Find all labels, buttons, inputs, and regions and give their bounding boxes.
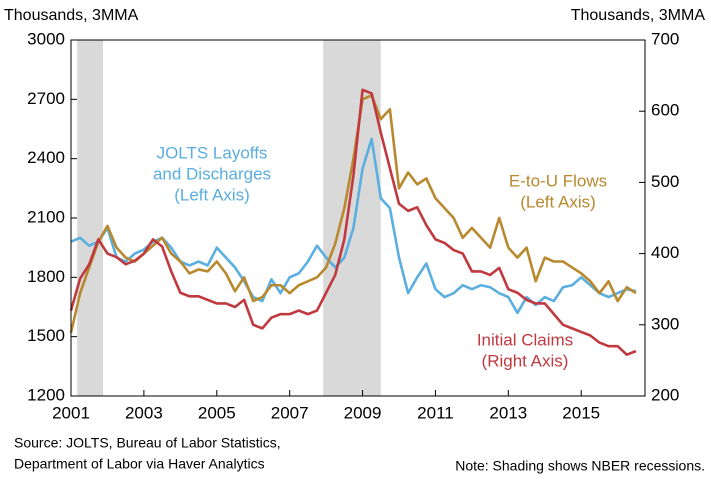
- y2-tick-label: 600: [651, 101, 679, 120]
- plot-frame: [70, 39, 646, 397]
- x-tick-label: 2003: [125, 403, 163, 422]
- x-tick-label: 2005: [198, 403, 236, 422]
- x-tick-label: 2007: [271, 403, 309, 422]
- y-tick-label: 2100: [27, 207, 65, 226]
- x-tick-label: 2009: [344, 403, 382, 422]
- annotation: (Left Axis): [174, 185, 250, 204]
- source-note: Department of Labor via Haver Analytics: [14, 456, 265, 472]
- y2-axis-label: Thousands, 3MMA: [571, 7, 706, 24]
- annotation: Initial Claims: [477, 330, 573, 349]
- x-tick-label: 2011: [417, 403, 454, 422]
- annotation: (Right Axis): [482, 351, 569, 370]
- x-tick-label: 2013: [489, 403, 527, 422]
- y2-tick-label: 400: [651, 243, 679, 262]
- y-tick-label: 3000: [27, 29, 65, 48]
- annotation: (Left Axis): [520, 192, 596, 211]
- recession-shade: [323, 40, 381, 396]
- y-axis-label: Thousands, 3MMA: [4, 7, 139, 24]
- y-tick-label: 2700: [27, 89, 65, 108]
- recession-shade: [77, 40, 104, 396]
- y2-tick-label: 700: [651, 29, 679, 48]
- y2-tick-label: 300: [651, 314, 679, 333]
- y-tick-label: 1800: [27, 267, 65, 286]
- x-tick-label: 2015: [562, 403, 600, 422]
- annotation: and Discharges: [153, 164, 271, 183]
- y-tick-label: 2400: [27, 148, 65, 167]
- y2-tick-label: 200: [651, 385, 679, 404]
- annotation: E-to-U Flows: [509, 171, 607, 190]
- y-tick-label: 1500: [27, 326, 65, 345]
- y2-tick-label: 500: [651, 172, 679, 191]
- x-tick-label: 2001: [52, 403, 90, 422]
- y-tick-label: 1200: [27, 385, 65, 404]
- source-note: Source: JOLTS, Bureau of Labor Statistic…: [14, 435, 281, 451]
- data-line: [69, 94, 637, 334]
- shading-note: Note: Shading shows NBER recessions.: [455, 458, 705, 474]
- data-line: [69, 88, 637, 356]
- annotation: JOLTS Layoffs: [157, 143, 268, 162]
